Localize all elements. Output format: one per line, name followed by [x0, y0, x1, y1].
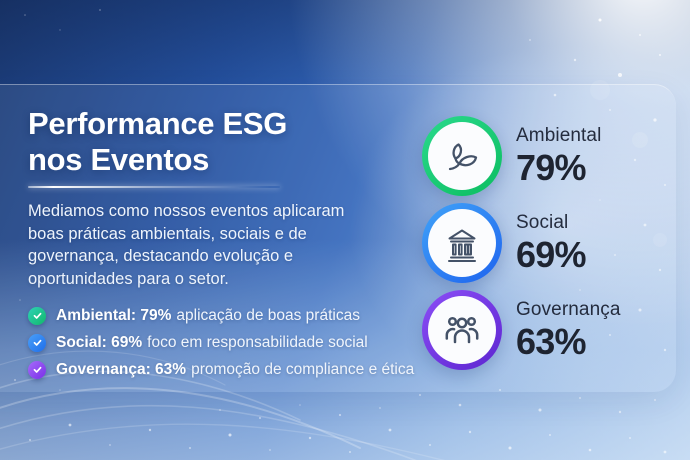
stat-label: Ambiental	[516, 125, 602, 146]
stats-column: Ambiental 79%	[422, 116, 621, 377]
bullet-description: aplicação de boas práticas	[176, 306, 360, 324]
stat-row-governanca: Governança 63%	[422, 290, 621, 370]
bullet-item-ambiental: Ambiental: 79% aplicação de boas prática…	[28, 302, 390, 329]
check-icon	[33, 366, 41, 373]
bullet-item-social: Social: 69% foco em responsabilidade soc…	[28, 329, 390, 356]
stat-row-social: Social 69%	[422, 203, 621, 283]
page-title: Performance ESG nos Eventos	[28, 106, 390, 178]
intro-line: governança, destacando evolução e	[28, 247, 294, 265]
stat-ring-blue	[422, 203, 502, 283]
stat-label: Social	[516, 212, 569, 233]
check-badge-blue	[28, 333, 46, 352]
check-icon	[33, 339, 41, 346]
intro-line: boas práticas ambientais, sociais e de	[28, 224, 307, 243]
bullet-metric: Governança: 63%	[56, 360, 187, 378]
bullet-metric: Ambiental: 79%	[56, 306, 172, 324]
stat-ring-inner	[428, 209, 496, 277]
stat-row-ambiental: Ambiental 79%	[422, 116, 621, 196]
bullet-description: foco em responsabilidade social	[147, 333, 368, 351]
title-line-2: nos Eventos	[28, 142, 210, 177]
team-icon	[445, 316, 479, 344]
stat-text-governanca: Governança 63%	[516, 298, 621, 362]
bullet-item-governanca: Governança: 63% promoção de compliance e…	[28, 356, 414, 383]
intro-paragraph: Mediamos como nossos eventos aplicaram b…	[28, 200, 390, 290]
stat-text-social: Social 69%	[516, 211, 586, 275]
bullet-description: promoção de compliance e ética	[191, 360, 415, 378]
stat-ring-inner	[428, 122, 496, 190]
title-line-1: Performance ESG	[28, 106, 288, 141]
stat-value: 69%	[516, 234, 586, 275]
esg-bullet-list: Ambiental: 79% aplicação de boas prática…	[28, 302, 414, 383]
intro-line: oportunidades para o setor.	[28, 269, 229, 288]
check-icon	[33, 312, 41, 319]
intro-line: Mediamos como nossos eventos aplicaram	[28, 202, 345, 220]
check-badge-purple	[28, 360, 46, 379]
stat-value: 79%	[516, 147, 586, 188]
stat-ring-green	[422, 116, 502, 196]
stat-label: Governança	[516, 299, 621, 320]
stat-ring-inner	[428, 296, 496, 364]
stat-text-ambiental: Ambiental 79%	[516, 124, 601, 188]
stat-value: 63%	[516, 321, 586, 362]
bank-icon	[448, 229, 476, 262]
check-badge-green	[28, 306, 46, 325]
glass-panel	[0, 84, 676, 392]
content-left-column: Performance ESG nos Eventos Mediamos com…	[28, 106, 414, 383]
bullet-metric: Social: 69%	[56, 333, 143, 351]
leaf-icon	[448, 143, 478, 171]
stat-ring-purple	[422, 290, 502, 370]
title-divider	[28, 186, 280, 188]
